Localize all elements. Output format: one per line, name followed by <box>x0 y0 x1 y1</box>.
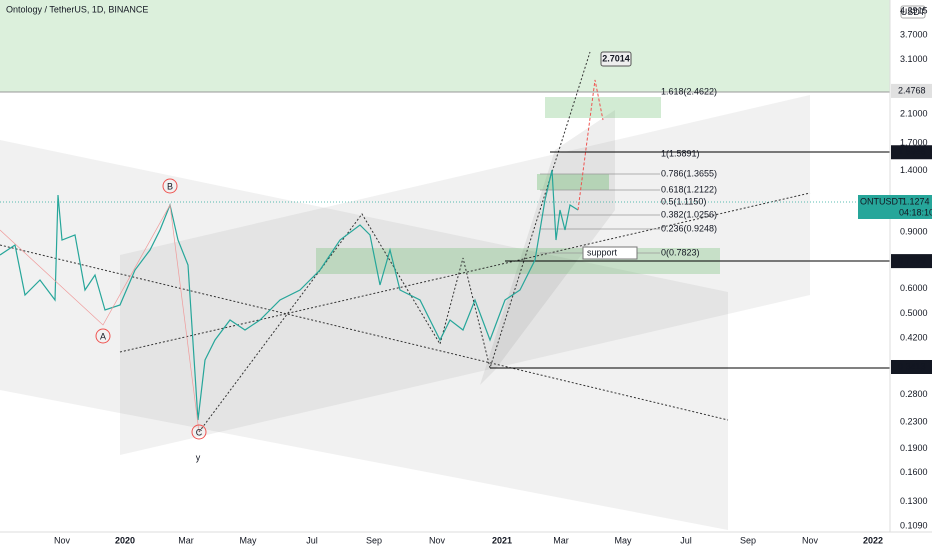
channel <box>0 140 728 530</box>
time-label: Jul <box>306 535 318 545</box>
fib-zone <box>545 97 661 118</box>
time-label: Mar <box>178 535 194 545</box>
currency-badge[interactable] <box>900 5 926 19</box>
price-tag <box>891 83 932 98</box>
price-tag <box>891 254 932 269</box>
price-tag <box>891 145 932 160</box>
time-label: Nov <box>54 535 71 545</box>
price-tag-label: 0.3413 <box>898 361 926 371</box>
price-tick: 0.1300 <box>900 496 928 506</box>
projection <box>577 79 604 211</box>
wave-circle <box>95 328 111 344</box>
countdown: 04:18:10 <box>899 207 932 217</box>
target-label: 2.7014 <box>602 53 630 63</box>
wave-label: B <box>167 181 173 191</box>
price-tick: 0.1090 <box>900 520 928 530</box>
time-label: May <box>239 535 257 545</box>
wave-label: C <box>196 427 203 437</box>
price-tick: 1.7000 <box>900 138 928 148</box>
wave-circle <box>191 424 207 440</box>
target-zone <box>0 0 890 92</box>
wave-path <box>0 203 200 433</box>
price-tick: 0.1600 <box>900 467 928 477</box>
price-tick: 3.1000 <box>900 54 928 64</box>
fib-lines <box>0 173 890 254</box>
price-tick: 3.7000 <box>900 29 928 39</box>
fib-lines <box>490 151 890 369</box>
time-label: May <box>614 535 632 545</box>
chart-title: Ontology / TetherUS, 1D, BINANCE <box>6 4 148 14</box>
wave-circle <box>162 178 178 194</box>
time-label: Sep <box>740 535 756 545</box>
price-tag-label: 2.4768 <box>898 85 926 95</box>
fib-label: 0(0.7823) <box>661 247 700 257</box>
price-tag <box>891 359 932 374</box>
trendlines <box>0 51 811 433</box>
symbol-price: 1.1274 <box>902 196 930 206</box>
price-line <box>0 169 579 421</box>
channel <box>120 95 810 455</box>
price-tick: 4.3915 <box>900 6 928 16</box>
price-tick: 2.1000 <box>900 108 928 118</box>
fib-label: 0.618(1.2122) <box>661 184 717 194</box>
fib-label: 0.786(1.3655) <box>661 168 717 178</box>
fib-zone <box>537 174 609 190</box>
support-label: support <box>587 247 618 257</box>
time-label: 2022 <box>863 535 883 545</box>
time-label: Nov <box>429 535 446 545</box>
price-tick: 0.2300 <box>900 416 928 426</box>
price-tick: 1.4000 <box>900 165 928 175</box>
price-tick: 0.2800 <box>900 389 928 399</box>
time-label: Jul <box>680 535 692 545</box>
time-label: 2021 <box>492 535 512 545</box>
channel <box>480 110 615 385</box>
price-tick: 0.5000 <box>900 308 928 318</box>
time-label: Sep <box>366 535 382 545</box>
price-tick: 0.9000 <box>900 226 928 236</box>
price-tick: 0.4200 <box>900 332 928 342</box>
fib-label: 0.236(0.9248) <box>661 223 717 233</box>
wave-label: A <box>100 331 106 341</box>
time-label: Mar <box>553 535 569 545</box>
price-tag-label: 1.5946 <box>898 147 926 157</box>
price-tick: 0.6000 <box>900 283 928 293</box>
fib-label: 1(1.5891) <box>661 148 700 158</box>
time-label: 2020 <box>115 535 135 545</box>
fib-label: 0.382(1.0256) <box>661 209 717 219</box>
price-tag-label: 0.7299 <box>898 255 926 265</box>
symbol-tag <box>858 195 932 219</box>
target-box <box>600 51 632 67</box>
time-label: Nov <box>802 535 819 545</box>
wave-label: y <box>196 452 201 462</box>
currency-label: USDT <box>901 7 926 17</box>
fib-label: 1.618(2.4622) <box>661 86 717 96</box>
support-box <box>582 246 638 260</box>
price-tick: 0.1900 <box>900 443 928 453</box>
fib-label: 0.5(1.1150) <box>661 196 706 206</box>
symbol-name: ONTUSDT <box>860 196 904 206</box>
